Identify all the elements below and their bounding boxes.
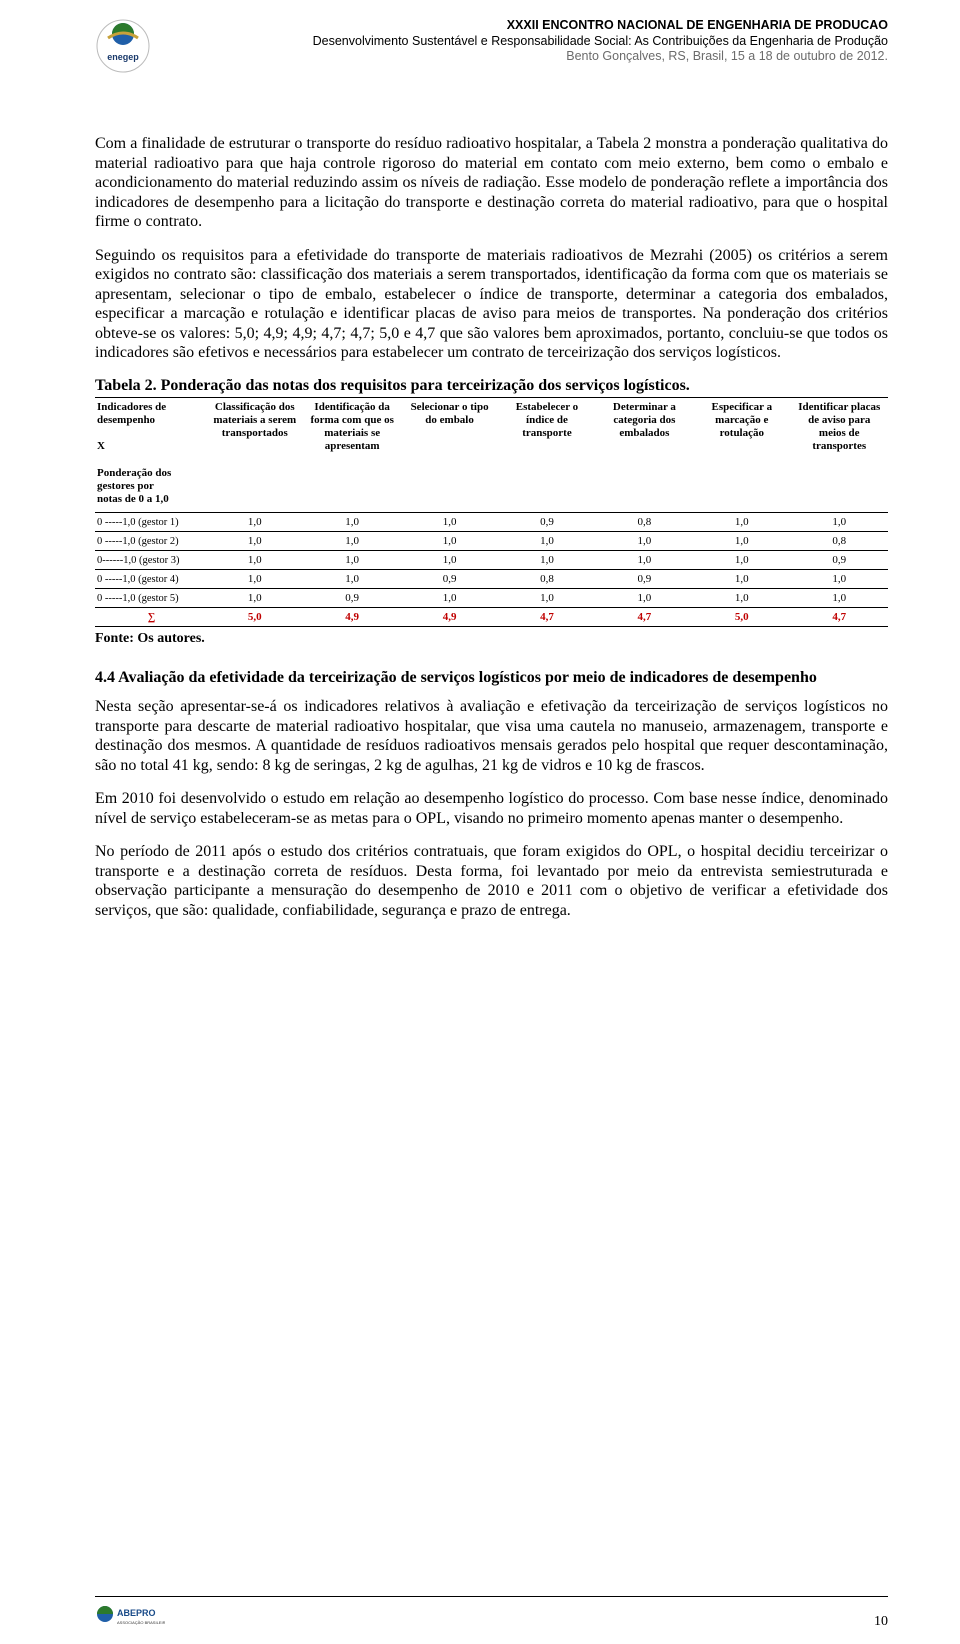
table-row-label: 0 -----1,0 (gestor 2): [95, 532, 206, 551]
header-title: XXXII ENCONTRO NACIONAL DE ENGENHARIA DE…: [163, 18, 888, 34]
table-row: 0 -----1,0 (gestor 5)1,00,91,01,01,01,01…: [95, 589, 888, 608]
table-cell: 0,9: [401, 570, 498, 589]
table-sum-cell: 4,7: [596, 608, 693, 627]
table-cell: 1,0: [791, 570, 889, 589]
table-cell: 1,0: [693, 513, 790, 532]
paragraph-1: Com a finalidade de estruturar o transpo…: [95, 134, 888, 232]
table-cell: 1,0: [206, 589, 303, 608]
table-cell: 0,9: [791, 551, 889, 570]
table-row: 0 -----1,0 (gestor 1)1,01,01,00,90,81,01…: [95, 513, 888, 532]
page-footer: ABEPRO ASSOCIAÇÃO BRASILEIRA DE 10: [0, 1596, 960, 1630]
table-cell: 0,8: [596, 513, 693, 532]
table-cell: 1,0: [498, 551, 595, 570]
table-row-label: 0 -----1,0 (gestor 4): [95, 570, 206, 589]
paragraph-4: Em 2010 foi desenvolvido o estudo em rel…: [95, 789, 888, 828]
table-cell: 1,0: [303, 532, 400, 551]
table-cell: 0,9: [303, 589, 400, 608]
table-col-3: Selecionar o tipo do embalo: [401, 397, 498, 513]
table-cell: 0,9: [498, 513, 595, 532]
table-row: 0 -----1,0 (gestor 2)1,01,01,01,01,01,00…: [95, 532, 888, 551]
table-col-1: Classificação dos materiais a serem tran…: [206, 397, 303, 513]
table-cell: 1,0: [206, 513, 303, 532]
table-source: Fonte: Os autores.: [95, 631, 888, 647]
table-cell: 1,0: [693, 532, 790, 551]
table-sum-cell: 5,0: [206, 608, 303, 627]
table-cell: 1,0: [401, 589, 498, 608]
table-row-label: 0 -----1,0 (gestor 5): [95, 589, 206, 608]
table-caption: Tabela 2. Ponderação das notas dos requi…: [95, 377, 888, 395]
table-sum-cell: 4,9: [303, 608, 400, 627]
table-cell: 1,0: [206, 551, 303, 570]
table-cell: 0,8: [791, 532, 889, 551]
table-header-row: Indicadores dedesempenhoXPonderação dosg…: [95, 397, 888, 513]
table-cell: 1,0: [206, 532, 303, 551]
table-cell: 1,0: [303, 551, 400, 570]
table-col-5: Determinar a categoria dos embalados: [596, 397, 693, 513]
table-row-label: 0 -----1,0 (gestor 1): [95, 513, 206, 532]
table-cell: 1,0: [596, 589, 693, 608]
page-header: enegep XXXII ENCONTRO NACIONAL DE ENGENH…: [95, 18, 888, 74]
paragraph-2: Seguindo os requisitos para a efetividad…: [95, 246, 888, 363]
page-number: 10: [874, 1614, 888, 1630]
table-col-2: Identificação da forma com que os materi…: [303, 397, 400, 513]
table-sum-cell: 4,9: [401, 608, 498, 627]
table-cell: 0,8: [498, 570, 595, 589]
table-cell: 1,0: [596, 532, 693, 551]
svg-text:ASSOCIAÇÃO BRASILEIRA DE: ASSOCIAÇÃO BRASILEIRA DE: [117, 1620, 165, 1625]
table-cell: 1,0: [206, 570, 303, 589]
table-col-7: Identificar placas de aviso para meios d…: [791, 397, 889, 513]
table-cell: 1,0: [791, 589, 889, 608]
table-col-6: Especificar a marcação e rotulação: [693, 397, 790, 513]
table-row-header: Indicadores dedesempenhoXPonderação dosg…: [95, 397, 206, 513]
table-sum-row: ∑5,04,94,94,74,75,04,7: [95, 608, 888, 627]
ponderacao-table: Indicadores dedesempenhoXPonderação dosg…: [95, 397, 888, 628]
footer-divider: [95, 1596, 888, 1597]
table-sum-cell: 4,7: [791, 608, 889, 627]
table-cell: 1,0: [401, 513, 498, 532]
paragraph-3: Nesta seção apresentar-se-á os indicador…: [95, 697, 888, 775]
table-cell: 1,0: [303, 513, 400, 532]
table-row: 0 -----1,0 (gestor 4)1,01,00,90,80,91,01…: [95, 570, 888, 589]
header-venue: Bento Gonçalves, RS, Brasil, 15 a 18 de …: [163, 49, 888, 65]
table-cell: 1,0: [303, 570, 400, 589]
table-sum-label: ∑: [95, 608, 206, 627]
table-sum-cell: 5,0: [693, 608, 790, 627]
table-cell: 1,0: [693, 570, 790, 589]
table-sum-cell: 4,7: [498, 608, 595, 627]
paragraph-5: No período de 2011 após o estudo dos cri…: [95, 842, 888, 920]
table-cell: 1,0: [791, 513, 889, 532]
table-cell: 1,0: [693, 589, 790, 608]
svg-text:enegep: enegep: [107, 52, 139, 62]
table-cell: 1,0: [498, 589, 595, 608]
enegep-logo: enegep: [95, 18, 151, 74]
table-row-label: 0------1,0 (gestor 3): [95, 551, 206, 570]
table-cell: 1,0: [401, 532, 498, 551]
abepro-logo: ABEPRO ASSOCIAÇÃO BRASILEIRA DE: [95, 1600, 165, 1630]
header-subtitle: Desenvolvimento Sustentável e Responsabi…: [163, 34, 888, 50]
table-cell: 0,9: [596, 570, 693, 589]
table-cell: 1,0: [498, 532, 595, 551]
table-row: 0------1,0 (gestor 3)1,01,01,01,01,01,00…: [95, 551, 888, 570]
svg-text:ABEPRO: ABEPRO: [117, 1608, 156, 1618]
table-cell: 1,0: [693, 551, 790, 570]
section-4-4-title: 4.4 Avaliação da efetividade da terceiri…: [95, 669, 888, 687]
table-cell: 1,0: [401, 551, 498, 570]
table-cell: 1,0: [596, 551, 693, 570]
table-col-4: Estabelecer o índice de transporte: [498, 397, 595, 513]
